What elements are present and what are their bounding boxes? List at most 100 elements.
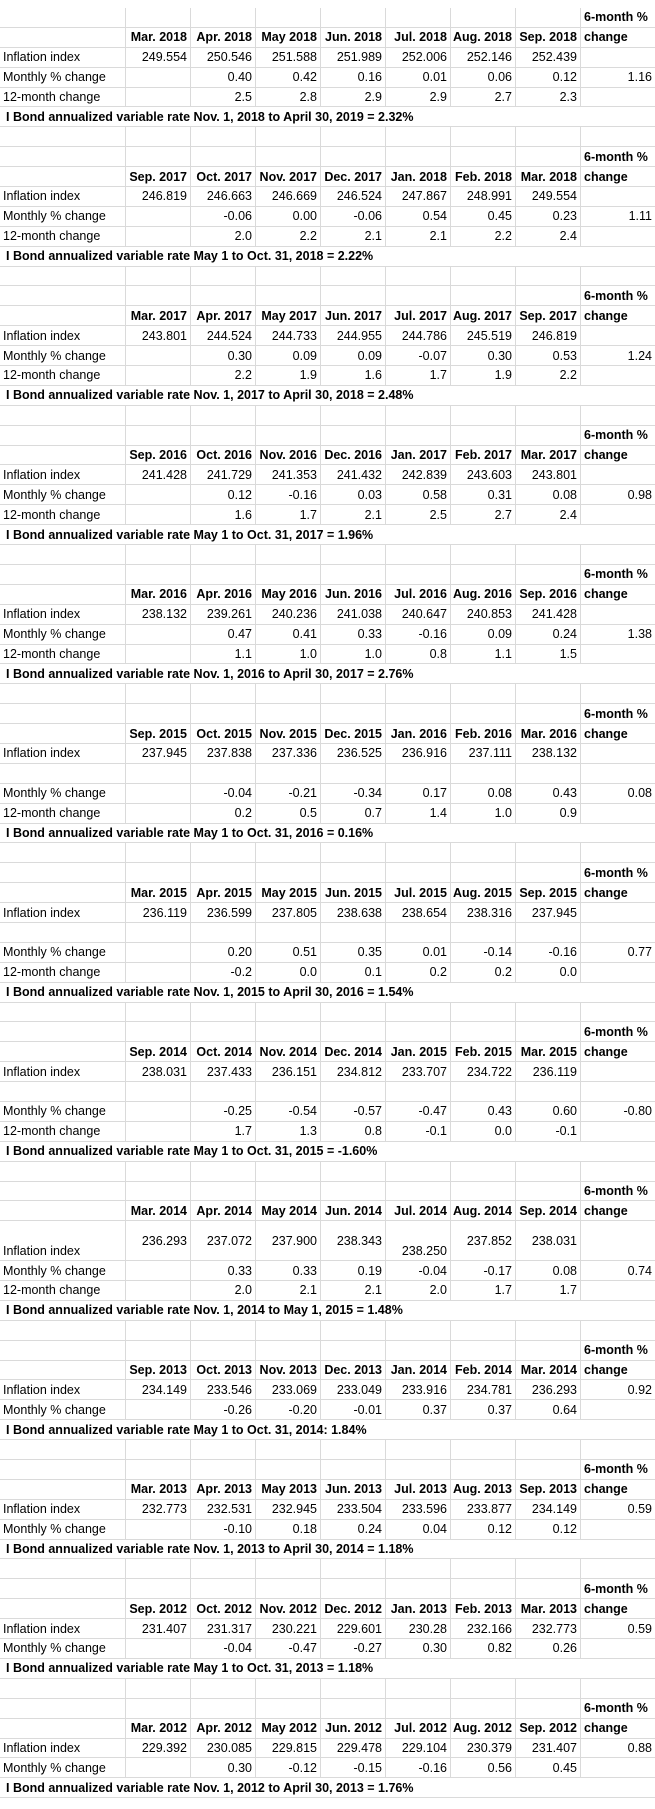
header-row: Mar. 2018 Apr. 2018 May 2018 Jun. 2018 Jul. …	[0, 27, 655, 48]
cell	[191, 922, 256, 942]
blank-row	[0, 1559, 655, 1580]
value-cell: 230.221	[256, 1619, 321, 1639]
cell	[451, 1022, 516, 1042]
blank-row	[0, 1320, 655, 1341]
header-row: 6-month %	[0, 1022, 655, 1043]
value-cell: 230.28	[386, 1619, 451, 1639]
value-cell: 2.0	[386, 1281, 451, 1300]
value-cell: 236.293	[516, 1380, 581, 1400]
change-cell: 1.16	[627, 70, 652, 85]
cell	[516, 863, 581, 883]
month-header: May 2018	[256, 27, 321, 47]
cell	[0, 8, 126, 27]
cell	[126, 1340, 191, 1360]
cell	[0, 1022, 126, 1042]
cell	[0, 1698, 126, 1718]
cell	[516, 266, 581, 286]
month-header: Apr. 2018	[191, 27, 256, 47]
header-row: 6-month %	[0, 1460, 655, 1480]
row-label: Inflation index	[0, 326, 126, 346]
cell	[451, 1698, 516, 1718]
value-cell: 0.9	[516, 803, 581, 823]
value-cell: 238.132	[126, 604, 191, 624]
value-cell: -0.16	[256, 485, 321, 505]
value-cell: 246.819	[516, 326, 581, 346]
cell	[321, 127, 386, 147]
month-header: Dec. 2016	[321, 445, 386, 465]
change-header: change	[584, 1363, 628, 1378]
value-cell: 0.30	[191, 346, 256, 366]
cell	[386, 545, 451, 564]
summary-row: I Bond annualized variable rate Nov. 1, …	[0, 1301, 655, 1321]
value-cell: 238.654	[386, 903, 451, 922]
month-header: May 2013	[256, 1479, 321, 1499]
value-cell: 246.663	[191, 187, 256, 206]
value-cell	[126, 624, 191, 644]
cell	[451, 425, 516, 445]
value-cell: -0.16	[386, 1758, 451, 1778]
cell	[451, 8, 516, 27]
month-header: Jun. 2013	[321, 1479, 386, 1499]
cell	[191, 1022, 256, 1042]
value-cell: 241.428	[126, 465, 191, 485]
value-cell: 246.669	[256, 187, 321, 206]
value-cell: 233.596	[386, 1499, 451, 1519]
data-row: Monthly % change -0.04 -0.47 -0.27 0.30 0.82 0…	[0, 1639, 655, 1659]
summary: I Bond annualized variable rate Nov. 1, …	[6, 109, 414, 124]
change-cell	[581, 187, 655, 206]
change-cell	[581, 505, 655, 524]
cell	[256, 286, 321, 306]
header-row: 6-month %	[0, 1698, 655, 1719]
cell	[0, 1161, 126, 1181]
summary-row: I Bond annualized variable rate May 1 to…	[0, 1659, 655, 1679]
blank-row	[0, 1082, 655, 1102]
value-cell: -0.25	[191, 1101, 256, 1121]
cell	[386, 704, 451, 724]
month-header: May 2015	[256, 883, 321, 903]
value-cell: -0.17	[451, 1261, 516, 1281]
value-cell	[126, 485, 191, 505]
cell	[256, 8, 321, 27]
cell	[256, 843, 321, 863]
value-cell: 244.955	[321, 326, 386, 346]
value-cell: 241.729	[191, 465, 256, 485]
data-row: 12-month change 2.5 2.8 2.9 2.9 2.7 2.3	[0, 87, 655, 108]
cell	[386, 1320, 451, 1340]
value-cell: 243.801	[126, 326, 191, 346]
month-header: Sep. 2014	[126, 1042, 191, 1062]
value-cell: 229.104	[386, 1738, 451, 1758]
value-cell: 238.031	[516, 1221, 581, 1261]
row-label: Monthly % change	[0, 624, 126, 644]
row-label: 12-month change	[0, 644, 126, 664]
cell	[386, 1698, 451, 1718]
row-label: Inflation index	[0, 1738, 126, 1758]
cell	[0, 1042, 126, 1062]
cell	[451, 564, 516, 584]
value-cell: 239.261	[191, 604, 256, 624]
value-cell: -0.06	[321, 206, 386, 226]
month-header: Jul. 2017	[386, 306, 451, 326]
value-cell: 236.151	[256, 1062, 321, 1082]
header-row: Sep. 2013 Oct. 2013 Nov. 2013 Dec. 2013 Jan.…	[0, 1360, 655, 1381]
cell	[256, 147, 321, 167]
cell	[321, 1698, 386, 1718]
value-cell: 0.8	[321, 1121, 386, 1141]
month-header: Jul. 2016	[386, 584, 451, 604]
month-header: Mar. 2016	[516, 724, 581, 743]
value-cell: 0.47	[191, 624, 256, 644]
month-header: Jan. 2014	[386, 1360, 451, 1380]
row-label: Monthly % change	[0, 485, 126, 505]
value-cell: 2.2	[191, 366, 256, 385]
header-row: 6-month %	[0, 863, 655, 884]
cell	[386, 1161, 451, 1181]
cell	[386, 266, 451, 286]
value-cell: 238.132	[516, 743, 581, 763]
cell	[321, 863, 386, 883]
value-cell: 2.0	[191, 1281, 256, 1300]
cell	[321, 1559, 386, 1579]
summary-row: I Bond annualized variable rate Nov. 1, …	[0, 386, 655, 406]
value-cell: 0.43	[516, 783, 581, 803]
data-row: 12-month change -0.2 0.0 0.1 0.2 0.2 0.0	[0, 962, 655, 983]
value-cell: 237.838	[191, 743, 256, 763]
